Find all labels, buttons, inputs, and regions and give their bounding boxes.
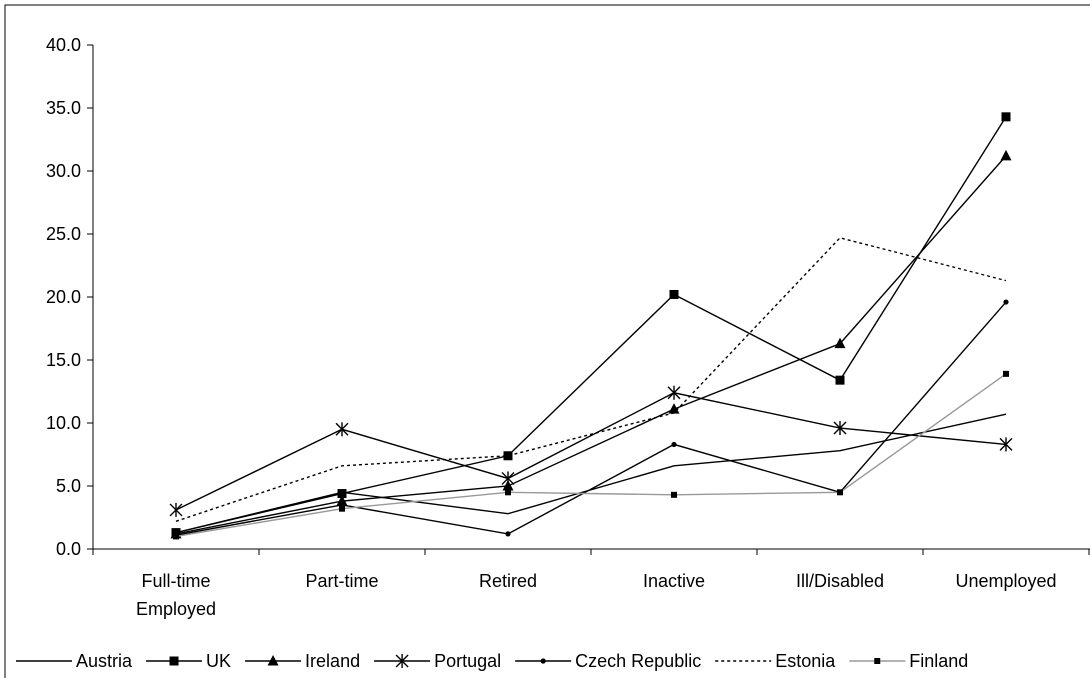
data-point (395, 654, 409, 668)
y-tick-label: 15.0 (46, 350, 81, 370)
y-tick-label: 0.0 (56, 539, 81, 559)
data-point (667, 385, 681, 400)
legend-item: Estonia (715, 651, 836, 671)
series-ireland (170, 149, 1012, 539)
data-point (267, 655, 279, 666)
legend: Austria UK Ireland Portugal Czech Republic Es… (16, 651, 968, 671)
legend-item: Ireland (245, 651, 360, 671)
data-point (339, 505, 345, 512)
chart-border (4, 4, 1090, 678)
data-point (169, 502, 183, 517)
y-tick-label: 40.0 (46, 35, 81, 55)
data-point (999, 437, 1013, 452)
data-point (505, 531, 511, 537)
series-czech-republic (173, 299, 1009, 538)
legend-label: Austria (76, 651, 133, 671)
data-point (336, 495, 348, 506)
data-point (540, 658, 546, 664)
series-line (175, 155, 1007, 535)
data-point (501, 471, 515, 486)
series-estonia (175, 236, 1007, 522)
series-portugal (169, 385, 1013, 517)
legend-item: Finland (849, 651, 968, 671)
legend-label: Portugal (434, 651, 501, 671)
data-point (1003, 370, 1009, 377)
x-tick-label: Ill/Disabled (796, 571, 884, 591)
data-point (835, 375, 845, 385)
series-line (175, 301, 1007, 536)
axes: 0.0 5.0 10.0 15.0 20.0 25.0 30.0 35.0 40.0 Full-t… (46, 35, 1090, 619)
data-point (169, 656, 179, 666)
x-tick-label: Employed (136, 599, 216, 619)
series-line (175, 116, 1007, 534)
x-tick-label: Inactive (643, 571, 705, 591)
y-tick-label: 35.0 (46, 98, 81, 118)
legend-item: Austria (16, 651, 133, 671)
series-line (175, 373, 1007, 538)
data-point (505, 489, 511, 496)
y-tick-label: 5.0 (56, 476, 81, 496)
data-point (337, 489, 347, 499)
series-line (175, 236, 1007, 522)
y-tick-label: 30.0 (46, 161, 81, 181)
data-point (834, 337, 846, 349)
legend-label: Czech Republic (575, 651, 701, 671)
x-tick-label: Unemployed (955, 571, 1056, 591)
series-layer (169, 112, 1013, 540)
legend-item: Portugal (374, 651, 501, 671)
legend-label: Ireland (305, 651, 360, 671)
x-tick-label: Full-time (141, 571, 210, 591)
data-point (1003, 299, 1009, 305)
legend-item: UK (146, 651, 231, 671)
data-point (833, 421, 847, 436)
data-point (1001, 112, 1011, 122)
series-line (175, 392, 1007, 511)
series-uk (171, 112, 1011, 538)
legend-label: Estonia (775, 651, 836, 671)
data-point (669, 289, 679, 299)
data-point (837, 489, 843, 496)
y-tick-label: 25.0 (46, 224, 81, 244)
series-finland (173, 370, 1009, 540)
y-tick-label: 20.0 (46, 287, 81, 307)
data-point (1000, 149, 1012, 161)
y-tick-label: 10.0 (46, 413, 81, 433)
data-point (173, 533, 179, 540)
x-tick-label: Retired (479, 571, 537, 591)
data-point (335, 422, 349, 437)
data-point (503, 451, 513, 461)
data-point (671, 441, 677, 448)
data-point (874, 658, 881, 664)
x-tick-label: Part-time (305, 571, 378, 591)
legend-item: Czech Republic (515, 651, 701, 671)
data-point (671, 491, 677, 498)
legend-label: Finland (909, 651, 968, 671)
legend-label: UK (206, 651, 231, 671)
